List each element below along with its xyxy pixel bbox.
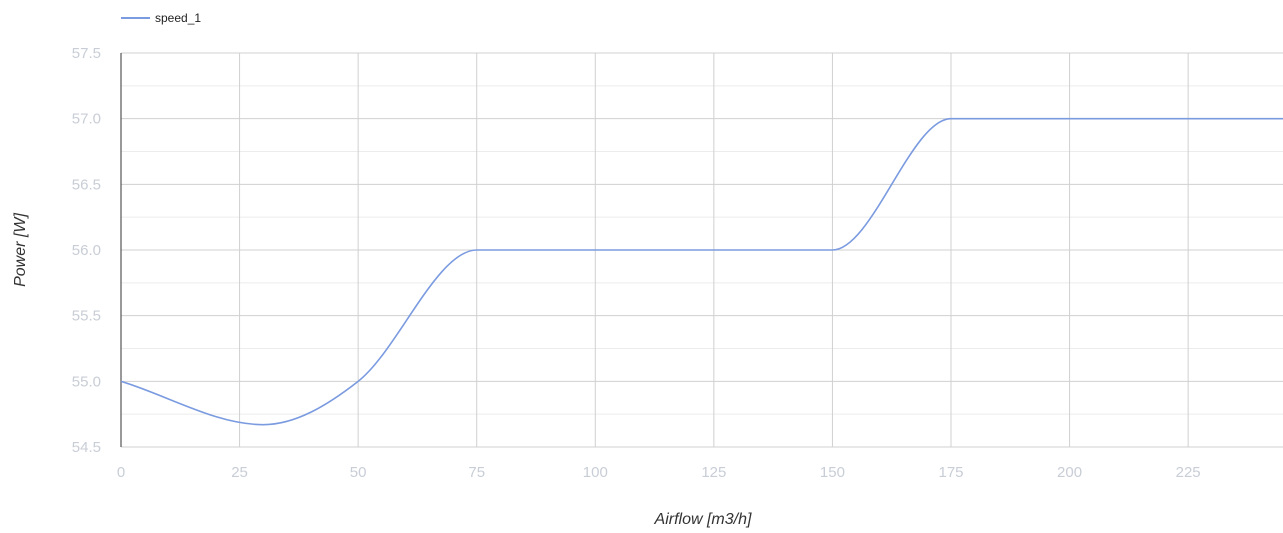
x-tick-label: 175 — [938, 464, 963, 481]
x-tick-label: 75 — [468, 464, 485, 481]
data-point[interactable] — [355, 378, 361, 384]
y-tick-label: 57.0 — [72, 111, 101, 128]
series-line-speed-1[interactable] — [120, 117, 1283, 426]
x-tick-label: 200 — [1057, 464, 1082, 481]
y-tick-label: 54.5 — [72, 439, 101, 456]
x-tick-label: 225 — [1176, 464, 1201, 481]
data-point[interactable] — [1067, 116, 1073, 122]
x-tick-label: 100 — [583, 464, 608, 481]
y-tick-label: 55.5 — [72, 308, 101, 325]
legend-label-speed-1: speed_1 — [155, 11, 201, 25]
y-axis-title: Power [W] — [12, 213, 29, 287]
data-point[interactable] — [711, 247, 717, 253]
y-tick-label: 57.5 — [72, 45, 101, 62]
x-tick-label: 150 — [820, 464, 845, 481]
x-tick-label: 50 — [350, 464, 367, 481]
data-point[interactable] — [592, 247, 598, 253]
data-point[interactable] — [474, 247, 480, 253]
legend[interactable]: speed_1 — [121, 11, 201, 25]
x-tick-label: 25 — [231, 464, 248, 481]
data-point[interactable] — [948, 116, 954, 122]
data-point[interactable] — [829, 247, 835, 253]
y-tick-label: 55.0 — [72, 373, 101, 390]
x-tick-label: 125 — [701, 464, 726, 481]
data-point[interactable] — [260, 422, 266, 428]
x-axis-title: Airflow [m3/h] — [654, 511, 752, 528]
x-tick-label: 0 — [117, 464, 125, 481]
y-tick-label: 56.5 — [72, 176, 101, 193]
data-point[interactable] — [1185, 116, 1191, 122]
axes: 54.5 55.0 55.5 56.0 56.5 57.0 57.5 0 25 50 75 100 12… — [72, 45, 1201, 481]
y-tick-label: 56.0 — [72, 242, 101, 259]
series-layer — [118, 116, 1283, 428]
data-point[interactable] — [118, 378, 124, 384]
